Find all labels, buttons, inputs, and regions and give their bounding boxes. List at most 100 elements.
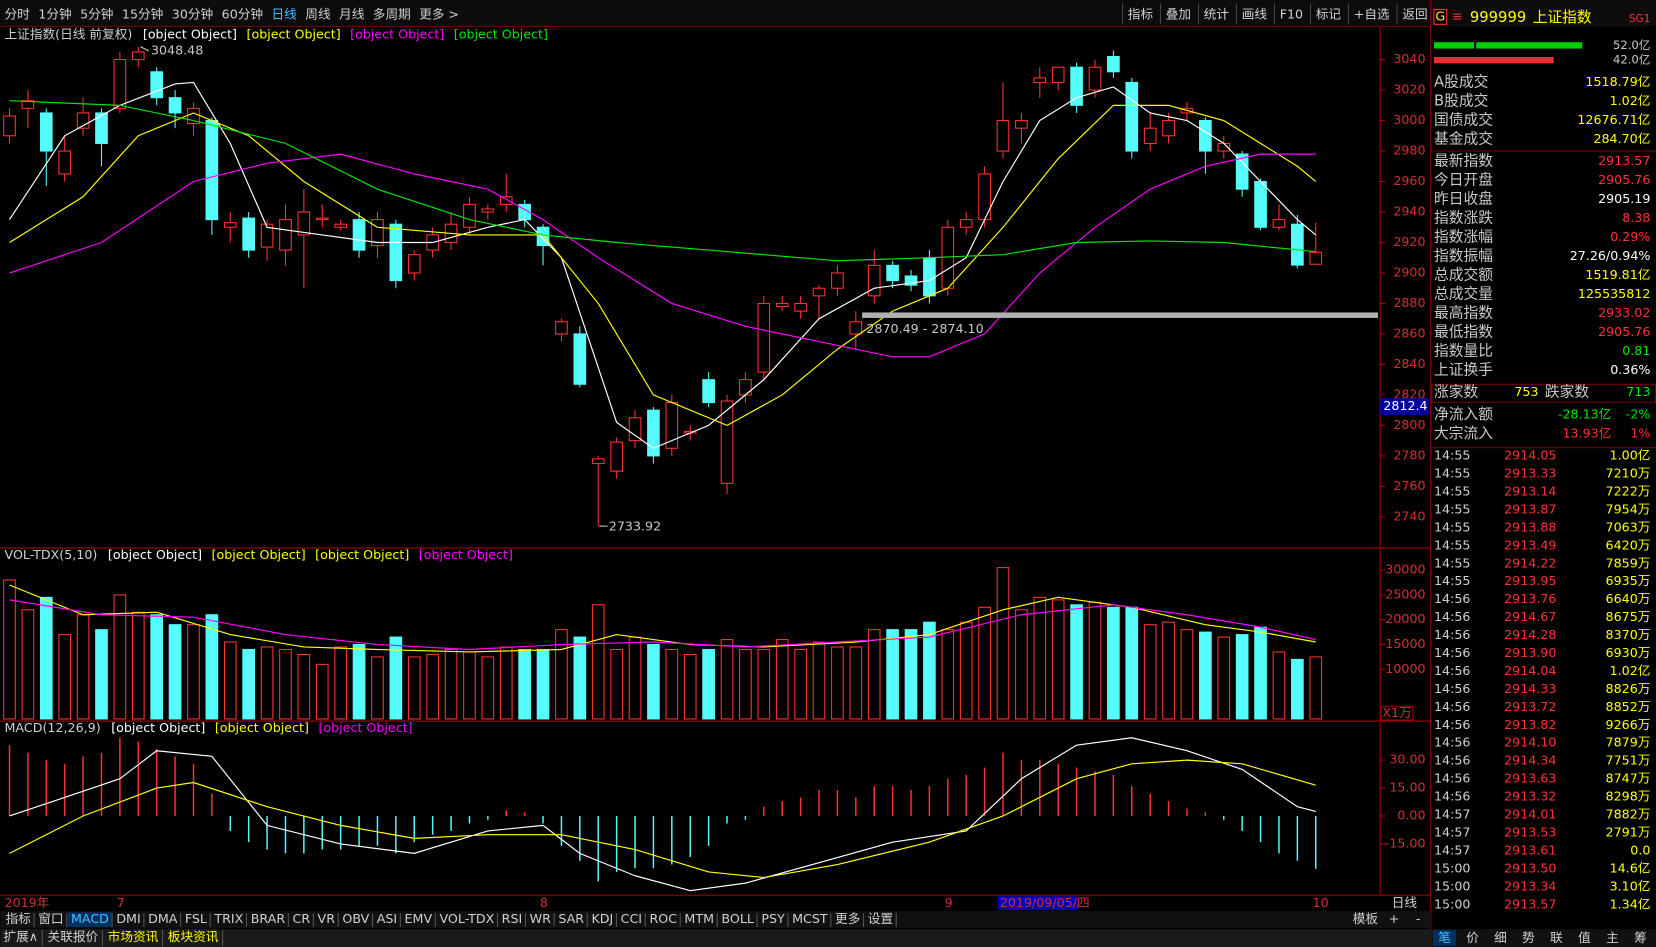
candle-body <box>775 302 789 308</box>
x-tick-label: 8 <box>540 895 548 910</box>
y-tick-label: 2960 <box>1393 173 1425 188</box>
indicator-tab[interactable]: BRAR <box>251 911 286 926</box>
candle-body <box>1125 81 1139 152</box>
stat-label: 总成交额 <box>1434 266 1493 284</box>
indicator-tab[interactable]: 指标 <box>6 911 32 926</box>
bottom-tab[interactable]: 关联报价 <box>48 929 99 944</box>
indicator-tab[interactable]: OBV <box>342 911 369 926</box>
indicator-tab[interactable]: FSL <box>185 911 207 926</box>
tick-price: 2913.87 <box>1504 501 1556 516</box>
volume-bar <box>812 641 826 720</box>
side-tab[interactable]: 主 <box>1606 930 1619 945</box>
toolbar-item[interactable]: 更多 > <box>419 6 459 21</box>
side-tab[interactable]: 值 <box>1578 930 1591 945</box>
tick-time: 15:00 <box>1434 896 1470 911</box>
candle-body <box>573 333 587 385</box>
indicator-tab[interactable]: ASI <box>377 911 397 926</box>
toolbar-button[interactable]: 指标 <box>1128 6 1154 21</box>
candle-body <box>849 321 863 335</box>
indicator-tab[interactable]: VR <box>318 911 336 926</box>
volume-bar <box>1015 609 1028 720</box>
indicator-tab[interactable]: RSI <box>502 911 523 926</box>
indicator-tab[interactable]: MCST <box>792 911 828 926</box>
tick-time: 14:55 <box>1434 573 1470 588</box>
y-tick-label: 0.00 <box>1397 808 1425 823</box>
indicator-tab[interactable]: PSY <box>761 911 785 926</box>
breadth-value: 753 <box>1514 384 1538 399</box>
indicator-tab[interactable]: 更多 <box>835 911 860 926</box>
indicator-tab[interactable]: 设置 <box>868 911 893 926</box>
tick-price: 2913.61 <box>1504 842 1556 857</box>
flow-label: 净流入额 <box>1434 406 1493 423</box>
indicator-tab[interactable]: DMI <box>116 911 140 926</box>
menu-icon[interactable]: ≡ <box>1452 8 1463 23</box>
toolbar-button[interactable]: 统计 <box>1204 6 1230 21</box>
indicator-tab[interactable]: MACD <box>71 911 109 926</box>
side-tab[interactable]: 价 <box>1466 930 1479 945</box>
volume-bar <box>205 614 219 720</box>
x-tick-label: 10 <box>1313 895 1329 910</box>
toolbar-button[interactable]: 叠加 <box>1166 6 1191 21</box>
side-tab[interactable]: 细 <box>1494 930 1507 945</box>
tick-time: 14:56 <box>1434 789 1470 804</box>
indicator-tab[interactable]: BOLL <box>721 911 754 926</box>
toolbar-item[interactable]: 1分钟 <box>38 6 71 21</box>
template-button[interactable]: + <box>1389 911 1400 926</box>
toolbar-item[interactable]: 分时 <box>5 6 31 21</box>
toolbar-item[interactable]: 15分钟 <box>122 6 163 21</box>
toolbar-item[interactable]: 30分钟 <box>172 6 213 21</box>
volume-bar <box>315 663 329 720</box>
indicator-tab[interactable]: VOL-TDX <box>440 911 495 926</box>
stat-value: 1519.81亿 <box>1585 267 1650 282</box>
indicator-tab[interactable]: DMA <box>148 911 178 926</box>
template-button[interactable]: 模板 <box>1353 911 1379 926</box>
high-annotation: 3048.48 <box>151 42 203 57</box>
indicator-tab[interactable]: EMV <box>405 911 433 926</box>
tick-time: 14:55 <box>1434 483 1470 498</box>
indicator-tab[interactable]: WR <box>530 911 552 926</box>
side-tab[interactable]: 笔 <box>1438 930 1451 945</box>
candle-body <box>886 264 899 282</box>
volume-bar <box>959 621 973 720</box>
indicator-tab[interactable]: CCI <box>621 911 642 926</box>
indicator-tab[interactable]: TRIX <box>213 911 243 926</box>
toolbar-button[interactable]: 画线 <box>1242 6 1268 21</box>
x-tick-label: 2019年 <box>5 895 50 910</box>
toolbar-button[interactable]: F10 <box>1280 6 1303 21</box>
toolbar-item[interactable]: 多周期 <box>373 6 411 21</box>
toolbar-button[interactable]: 标记 <box>1316 6 1342 21</box>
side-tab[interactable]: 势 <box>1522 930 1535 945</box>
y-tick-label: 2900 <box>1393 264 1425 279</box>
toolbar-item[interactable]: 60分钟 <box>222 6 263 21</box>
tick-time: 14:56 <box>1434 609 1470 624</box>
toolbar-button[interactable]: +自选 <box>1354 6 1390 21</box>
candle-body <box>113 59 127 109</box>
flow-value: -28.13亿 <box>1558 406 1611 421</box>
bottom-tab[interactable]: 扩展∧ <box>3 929 38 944</box>
y-tick-label: 2780 <box>1393 447 1425 462</box>
tick-volume: 1.34亿 <box>1610 896 1651 911</box>
bottom-tab[interactable]: 市场资讯 <box>108 929 159 944</box>
candle-body <box>1162 120 1175 137</box>
volume-bar <box>1235 634 1249 720</box>
toolbar-button[interactable]: 返回 <box>1402 6 1427 21</box>
toolbar-item[interactable]: 周线 <box>305 6 331 21</box>
indicator-tab[interactable]: SAR <box>558 911 584 926</box>
indicator-tab[interactable]: ROC <box>649 911 677 926</box>
indicator-tab[interactable]: CR <box>293 911 311 926</box>
tick-volume: 7063万 <box>1606 519 1651 534</box>
toolbar-item[interactable]: 月线 <box>339 6 365 21</box>
stat-value: 2913.57 <box>1598 153 1650 168</box>
side-tab[interactable]: 筹 <box>1634 930 1647 945</box>
toolbar-item[interactable]: 5分钟 <box>80 6 113 21</box>
x-tick-label: 7 <box>117 895 125 910</box>
indicator-tab[interactable]: 窗口 <box>38 911 63 926</box>
template-button[interactable]: - <box>1416 911 1421 926</box>
side-tab[interactable]: 联 <box>1550 930 1563 945</box>
volume-bar <box>683 653 697 720</box>
indicator-tab[interactable]: KDJ <box>591 911 613 926</box>
toolbar-item[interactable]: 日线 <box>272 6 298 21</box>
tick-time: 14:55 <box>1434 555 1470 570</box>
bottom-tab[interactable]: 板块资讯 <box>168 929 219 944</box>
indicator-tab[interactable]: MTM <box>684 911 714 926</box>
